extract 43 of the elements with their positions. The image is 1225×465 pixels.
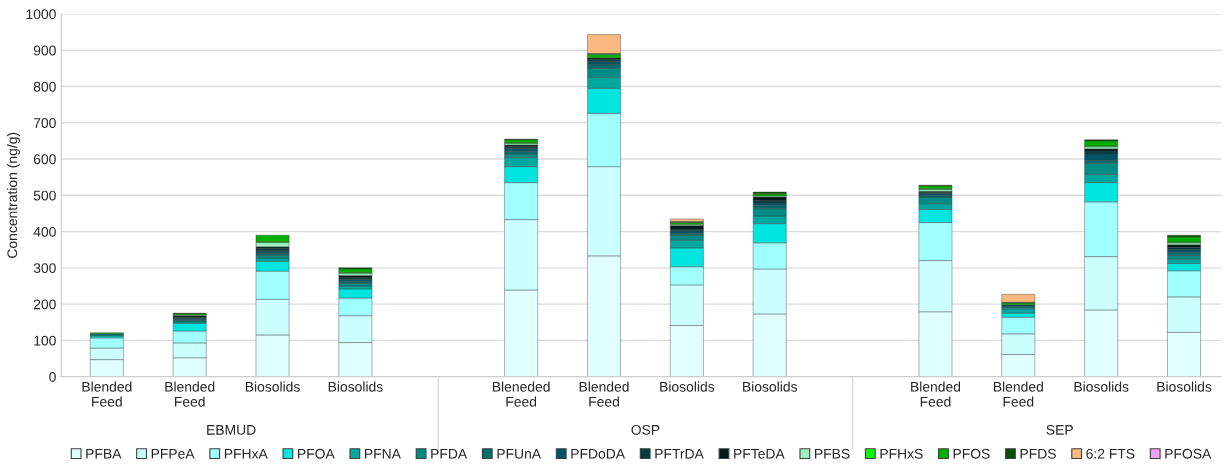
text: OSP [631,424,660,435]
x-tick-label: Blended Feed [911,381,961,407]
y-tick-label: 0 [49,371,56,382]
legend-label: PFDS [1020,448,1056,459]
y-tick-label: 900 [33,45,56,56]
legend-label: PFOA [298,448,335,459]
y-tick-label: 500 [33,190,56,201]
x-tick-label: Biosolids [1157,381,1212,392]
x-tick-label: Biosolids [743,381,798,392]
x-tick-label: Biosolids [328,381,383,392]
legend-label: PFUnA [497,448,542,459]
x-tick-label: Blended Feed [579,381,629,407]
legend-label: PFTrDA [655,448,704,459]
text: EBMUD [207,425,256,435]
y-tick-label: 200 [33,299,56,310]
y-axis-title: Concentration (ng/g) [6,132,20,258]
x-tick-label: Biosolids [660,381,715,392]
y-tick-label: 300 [33,263,56,274]
legend-label: PFTeDA [734,448,785,459]
legend-label: PFOSA [1165,448,1212,459]
legend-label: PFOS [953,448,990,459]
legend-label: PFBA [86,448,122,459]
y-tick-label: 600 [33,154,56,165]
y-tick-label: 400 [33,226,56,237]
y-tick-label: 100 [34,335,56,346]
x-tick-label: Blended Feed [82,381,132,407]
legend-label: PFDoDA [571,448,626,459]
y-tick-label: 700 [33,118,56,128]
legend-label: PFHxA [224,448,268,459]
legend-label: PFBS [815,448,850,459]
legend-label: PFDA [431,448,468,459]
legend-label: PFHxS [880,448,923,459]
text: SEP [1046,424,1073,435]
y-tick-label: 800 [33,81,56,92]
legend-label: 6:2 FTS [1086,448,1135,459]
x-tick-label: Biosolids [1074,381,1129,392]
x-tick-label: Biosolids [245,381,300,392]
y-tick-label: 1000 [26,9,56,20]
legend-label: PFPeA [151,448,195,459]
legend-label: PFNA [365,448,401,459]
x-tick-label: Blended Feed [165,381,215,407]
x-tick-label: Bleneded Feed [492,381,550,407]
x-tick-label: Blended Feed [993,381,1043,407]
